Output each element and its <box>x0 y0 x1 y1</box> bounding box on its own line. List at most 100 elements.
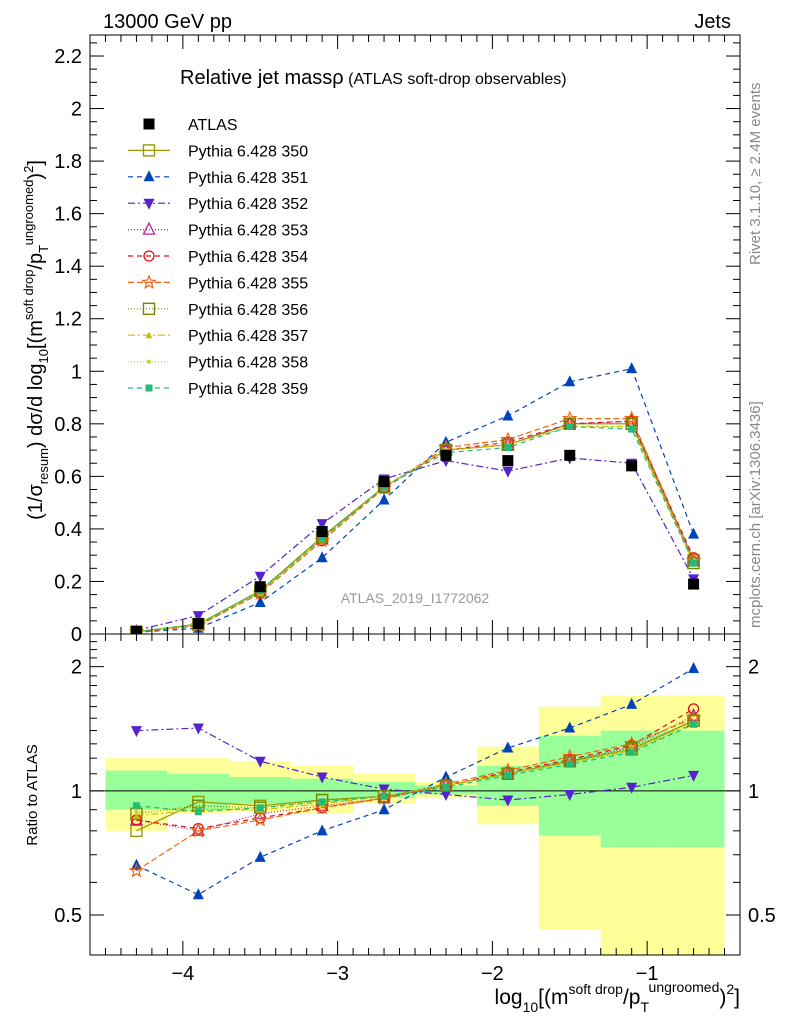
xlabel-part: soft drop <box>568 981 623 997</box>
series-1-ratio-point <box>688 661 700 673</box>
series-markers-ratio <box>128 661 702 900</box>
xlabel-part: /p <box>623 986 641 1009</box>
y-tick-label-ratio: 0.5 <box>54 905 82 927</box>
series-9-point <box>566 422 574 430</box>
legend-label: Pythia 6.428 354 <box>188 249 308 266</box>
ylabel-part: ) dσ/d log <box>25 363 47 448</box>
series-9-ratio-point <box>504 771 512 779</box>
plot-title: Relative jet massρ (ATLAS soft-drop obse… <box>180 67 567 89</box>
series-2-ratio-point <box>378 784 390 796</box>
ylabel-part: [(m <box>25 320 47 349</box>
legend-marker-6 <box>142 302 156 315</box>
series-1-point <box>626 362 638 374</box>
axis-tick-labels: −4 −3 −2 −1 0 0.2 0.4 0.6 0.8 1 1.2 1.4 1.6 1.8 2 2.2 0.… <box>54 46 776 985</box>
xlabel-part: [(m <box>538 986 568 1009</box>
y-tick-label-main: 1.4 <box>54 256 82 278</box>
ylabel-part: soft drop <box>21 270 36 321</box>
legend-label: Pythia 6.428 353 <box>188 223 308 240</box>
y-tick-label-ratio-right: 0.5 <box>748 905 776 927</box>
header-right: Jets <box>694 11 731 33</box>
series-lines-main <box>136 368 695 633</box>
atlas-data-point <box>502 455 514 467</box>
series-9-point <box>628 425 636 433</box>
y-tick-label-main: 0.8 <box>54 414 82 436</box>
x-tick-label: −2 <box>481 963 504 985</box>
atlas-data-point <box>254 581 266 593</box>
series-9-point <box>690 559 698 567</box>
legend-marker-5 <box>141 274 157 290</box>
side-label-mcplots: mcplots.cern.ch [arXiv:1306.3436] <box>747 401 764 628</box>
series-9-ratio-point <box>380 792 388 800</box>
series-4-ratio-point <box>687 703 700 715</box>
ylabel-part: /p <box>25 253 47 270</box>
series-1-ratio-point <box>254 850 266 862</box>
y-tick-label-main: 0.2 <box>54 571 82 593</box>
xlabel-part: log <box>495 986 523 1009</box>
series-2-ratio-point <box>130 726 142 738</box>
series-2-point <box>192 611 204 623</box>
series-5-ratio-point <box>252 811 268 827</box>
xlabel-part: ] <box>734 986 740 1009</box>
series-1-ratio-point <box>378 803 390 815</box>
series-9-ratio-point <box>690 720 698 728</box>
ylabel-part: 10 <box>36 349 51 363</box>
y-axis-label-main: (1/σresum) dσ/d log10[(msoft drop/pTungr… <box>21 160 51 520</box>
x-tick-label: −3 <box>326 963 349 985</box>
series-6-point <box>687 556 700 570</box>
y-tick-label-main: 1.8 <box>54 151 82 173</box>
series-2-ratio-point <box>502 795 514 807</box>
y-tick-label-ratio-right: 2 <box>748 657 759 679</box>
plot-title-sub: (ATLAS soft-drop observables) <box>344 71 567 88</box>
series-2-point <box>254 571 266 583</box>
series-8-ratio-point <box>134 809 139 814</box>
legend-label: Pythia 6.428 357 <box>188 328 308 345</box>
ylabel-part: ungroomed <box>21 180 36 246</box>
analysis-watermark: ATLAS_2019_I1772062 <box>341 590 490 606</box>
series-2-ratio-point <box>564 789 576 801</box>
legend-marker-8 <box>147 359 151 364</box>
series-2-ratio-point <box>254 756 266 768</box>
xlabel-part: T <box>640 999 649 1015</box>
series-1-ratio-point <box>192 888 204 900</box>
legend-label: ATLAS <box>188 117 238 134</box>
series-1-ratio-point <box>502 741 514 753</box>
xlabel-part: ) <box>719 986 726 1009</box>
ylabel-part: ) <box>25 173 47 180</box>
y-tick-label-ratio: 2 <box>71 657 82 679</box>
series-line-1 <box>136 368 695 633</box>
series-5-point <box>314 532 330 548</box>
series-9-point <box>504 443 512 451</box>
series-1-point <box>378 493 390 505</box>
series-line-2 <box>136 457 695 631</box>
legend-label: Pythia 6.428 350 <box>188 143 308 160</box>
series-2-point <box>502 466 514 478</box>
series-2-ratio-point <box>192 723 204 735</box>
ylabel-part: T <box>36 245 51 253</box>
atlas-data-point <box>192 617 204 629</box>
legend-marker-7 <box>145 331 153 339</box>
ylabel-part: 2 <box>21 166 36 173</box>
legend-marker-9 <box>145 384 153 392</box>
series-1-point <box>564 375 576 387</box>
y-axis-label-ratio: Ratio to ATLAS <box>24 744 41 845</box>
legend-marker-1 <box>143 170 155 182</box>
x-tick-label: −4 <box>171 963 194 985</box>
series-9-ratio-point <box>566 760 574 768</box>
series-9-ratio-point <box>442 783 450 791</box>
series-5-ratio-point <box>623 735 640 751</box>
y-tick-label-main: 0.4 <box>54 519 82 541</box>
atlas-data-point <box>378 476 390 488</box>
series-5-ratio-point <box>376 790 392 805</box>
plot-title-main: Relative jet mass <box>180 67 332 89</box>
plot-title-rho: ρ <box>332 67 343 89</box>
series-1-point <box>688 527 700 539</box>
y-tick-label-main: 1.6 <box>54 204 82 226</box>
legend: ATLAS Pythia 6.428 350 Pythia 6.428 351 Pyt… <box>128 117 308 398</box>
series-5-point <box>562 410 578 426</box>
legend-label: Pythia 6.428 359 <box>188 381 308 398</box>
series-line-9 <box>136 425 695 633</box>
series-lines-ratio <box>136 667 694 896</box>
y-tick-label-main: 1.2 <box>54 309 82 331</box>
series-9-ratio-point <box>132 802 140 810</box>
